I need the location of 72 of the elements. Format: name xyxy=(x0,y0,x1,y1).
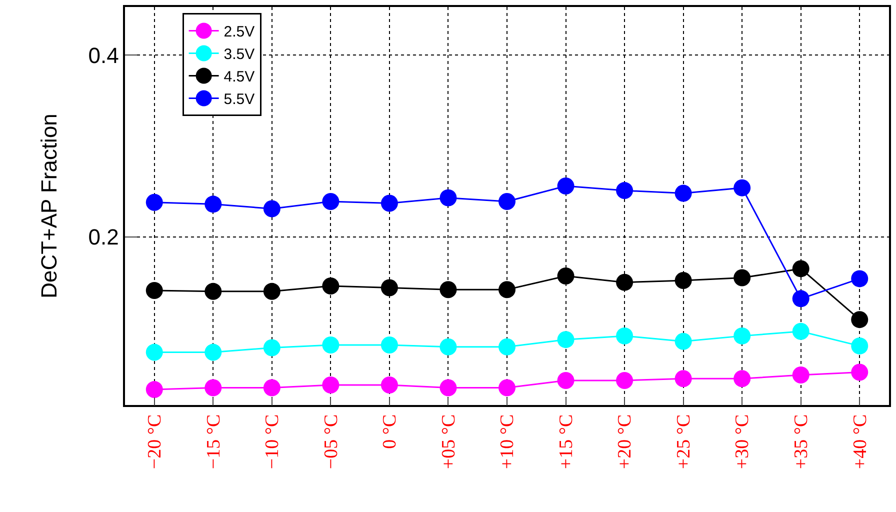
x-tick-label: +20 °C xyxy=(614,414,636,470)
point xyxy=(557,331,574,348)
y-tick-label: 0.2 xyxy=(88,224,119,250)
point xyxy=(204,344,222,361)
point xyxy=(616,182,634,200)
point xyxy=(440,281,457,298)
x-tick-label: +40 °C xyxy=(850,414,871,470)
point xyxy=(734,179,751,196)
x-tick-label: +10 °C xyxy=(497,414,518,470)
point xyxy=(792,290,810,308)
point xyxy=(851,337,868,354)
point xyxy=(380,336,398,354)
x-tick-label: −10 °C xyxy=(262,414,284,470)
x-tick-label: 0 °C xyxy=(380,414,401,449)
point xyxy=(557,372,574,389)
point xyxy=(380,376,398,394)
point xyxy=(322,376,340,394)
x-tick-label: −20 °C xyxy=(144,414,166,470)
legend-label: 3.5V xyxy=(224,46,255,64)
point xyxy=(440,379,457,396)
legend-label: 4.5V xyxy=(224,68,255,86)
point xyxy=(498,379,516,396)
point xyxy=(792,322,810,340)
point xyxy=(616,327,634,344)
y-tick-label: 0.4 xyxy=(88,42,119,68)
point xyxy=(380,279,398,296)
legend-label: 5.5V xyxy=(224,91,255,108)
point xyxy=(792,260,810,278)
point xyxy=(204,196,222,213)
x-tick-label: +30 °C xyxy=(732,414,754,470)
point xyxy=(734,370,751,388)
point xyxy=(146,344,163,361)
point xyxy=(674,332,692,350)
point xyxy=(616,274,634,291)
point xyxy=(498,192,516,210)
point xyxy=(440,189,457,206)
point xyxy=(146,282,163,299)
point xyxy=(498,338,516,356)
point xyxy=(674,272,692,289)
point xyxy=(322,336,340,354)
point xyxy=(734,327,751,344)
point xyxy=(146,194,163,211)
point xyxy=(263,200,280,218)
x-tick-label: +35 °C xyxy=(791,414,812,470)
point xyxy=(146,381,163,398)
point xyxy=(322,277,340,294)
point xyxy=(440,338,457,356)
point xyxy=(263,282,280,300)
x-tick-label: −15 °C xyxy=(203,414,224,470)
point xyxy=(851,270,868,288)
point xyxy=(616,372,634,389)
y-axis-title: DeCT+AP Fraction xyxy=(36,114,62,298)
point xyxy=(204,379,222,396)
point xyxy=(734,269,751,286)
point xyxy=(263,339,280,356)
point xyxy=(851,364,868,381)
point xyxy=(792,366,810,384)
point xyxy=(557,267,574,284)
point xyxy=(380,194,398,212)
x-tick-label: +05 °C xyxy=(438,414,460,470)
point xyxy=(204,282,222,300)
x-tick-label: −05 °C xyxy=(320,414,342,470)
x-tick-label: +15 °C xyxy=(556,414,577,470)
point xyxy=(322,192,340,210)
point xyxy=(557,178,574,194)
point xyxy=(674,370,692,388)
point xyxy=(674,184,692,202)
point xyxy=(263,379,280,396)
point xyxy=(851,311,868,328)
legend-label: 2.5V xyxy=(224,24,255,41)
x-tick-label: +25 °C xyxy=(673,414,694,470)
point xyxy=(498,281,516,298)
